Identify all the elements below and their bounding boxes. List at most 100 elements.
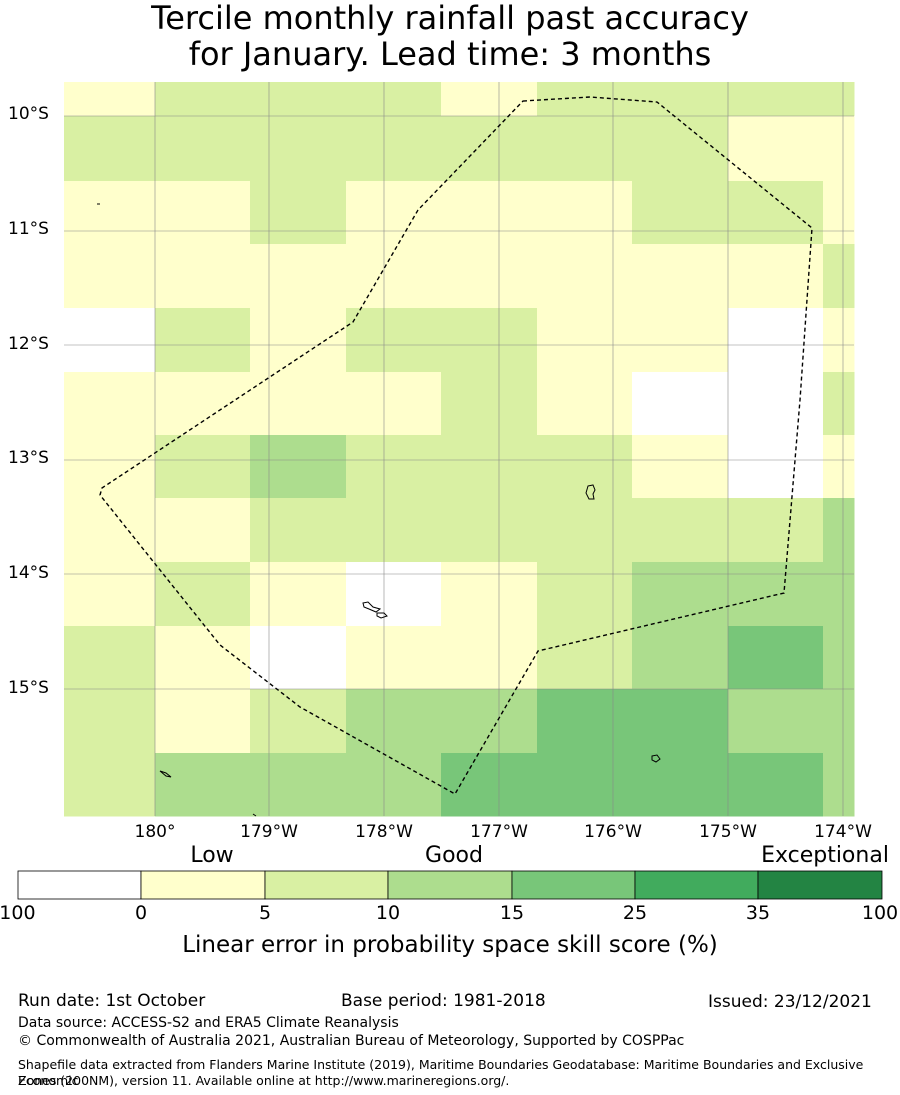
grid-cell (64, 498, 156, 563)
grid-cell (728, 498, 824, 563)
grid-cell (346, 498, 442, 563)
grid-cell (537, 244, 633, 309)
colorbar (17, 870, 883, 900)
grid-cell (64, 372, 156, 436)
legend-category-exceptional: Exceptional (761, 843, 889, 868)
island-small-2 (651, 754, 661, 763)
shapefile-credit-line-2: Zones (200NM), version 11. Available onl… (18, 1073, 510, 1088)
lat-label-10s: 10°S (8, 104, 49, 124)
grid-cell (823, 116, 855, 182)
island-small-3 (159, 770, 172, 778)
colorbar-segment (17, 870, 142, 900)
colorbar-tick-5: 5 (258, 902, 272, 924)
grid-cell (346, 372, 442, 436)
colorbar-segment (511, 870, 636, 900)
grid-cell (155, 498, 251, 563)
grid-cell (441, 562, 538, 627)
colorbar-tick-25: 25 (622, 902, 648, 924)
grid-cell (441, 181, 538, 245)
colorbar-segment (140, 870, 266, 900)
colorbar-segment (757, 870, 883, 900)
grid-cell (155, 82, 251, 117)
grid-cell (632, 562, 729, 627)
grid-cell (250, 753, 347, 817)
grid-cell (441, 82, 538, 117)
grid-cell (632, 308, 729, 373)
colorbar-tick-minus100: -100 (0, 902, 36, 924)
grid-cell (632, 626, 729, 690)
grid-cell (632, 116, 729, 182)
grid-cell (250, 308, 347, 373)
grid-cell (250, 116, 347, 182)
lat-label-13s: 13°S (8, 448, 49, 468)
lat-label-12s: 12°S (8, 334, 49, 354)
grid-cell (728, 308, 824, 373)
grid-cell (64, 626, 156, 690)
grid-cell (64, 82, 156, 117)
grid-cell (441, 435, 538, 499)
grid-cell (155, 435, 251, 499)
legend-category-low: Low (190, 843, 234, 868)
chart-title-line-1: Tercile monthly rainfall past accuracy (151, 0, 749, 37)
grid-cell (155, 116, 251, 182)
grid-cell (155, 689, 251, 754)
lat-label-15s: 15°S (8, 678, 49, 698)
grid-cell (250, 372, 347, 436)
lon-label-180: 180° (134, 822, 176, 842)
grid-cell (823, 562, 855, 627)
grid-cell (155, 181, 251, 245)
grid-cell (346, 689, 442, 754)
island-small-5 (252, 813, 257, 817)
grid-cell (441, 244, 538, 309)
grid-cell (346, 562, 442, 627)
grid-cell (728, 181, 824, 245)
grid-cell (64, 244, 156, 309)
map-gridlines (64, 82, 854, 816)
grid-cell (537, 435, 633, 499)
grid-cell (823, 498, 855, 563)
grid-cell (155, 244, 251, 309)
grid-cell (64, 308, 156, 373)
grid-cell (632, 753, 729, 817)
grid-cell (823, 689, 855, 754)
grid-cell (537, 181, 633, 245)
grid-cell (537, 372, 633, 436)
grid-cell (823, 308, 855, 373)
grid-cell (537, 753, 633, 817)
grid-cell (728, 244, 824, 309)
grid-cell (632, 244, 729, 309)
colorbar-tick-15: 15 (499, 902, 525, 924)
grid-cell (250, 498, 347, 563)
grid-cell (250, 435, 347, 499)
grid-cell (64, 116, 156, 182)
grid-cell (346, 308, 442, 373)
grid-cell (250, 181, 347, 245)
grid-cell (823, 435, 855, 499)
colorbar-tick-35: 35 (745, 902, 771, 924)
grid-cell (537, 308, 633, 373)
grid-cell (250, 626, 347, 690)
grid-cell (632, 498, 729, 563)
base-period: Base period: 1981-2018 (341, 991, 546, 1011)
grid-cell (441, 116, 538, 182)
island-upolu (362, 601, 382, 613)
grid-cell (64, 181, 156, 245)
island-swains (585, 484, 596, 500)
grid-cell (441, 689, 538, 754)
grid-cell (632, 372, 729, 436)
grid-cell (537, 626, 633, 690)
lon-label-174w: 174°W (814, 822, 872, 842)
colorbar-segment (387, 870, 513, 900)
grid-cell (346, 626, 442, 690)
grid-cell (64, 435, 156, 499)
grid-cell (441, 626, 538, 690)
grid-cell (537, 562, 633, 627)
island-small-1 (376, 612, 388, 619)
issued-date: Issued: 23/12/2021 (708, 992, 872, 1012)
grid-cell (537, 689, 633, 754)
grid-cell (346, 244, 442, 309)
grid-cell (155, 562, 251, 627)
grid-cell (346, 181, 442, 245)
grid-cell (441, 308, 538, 373)
